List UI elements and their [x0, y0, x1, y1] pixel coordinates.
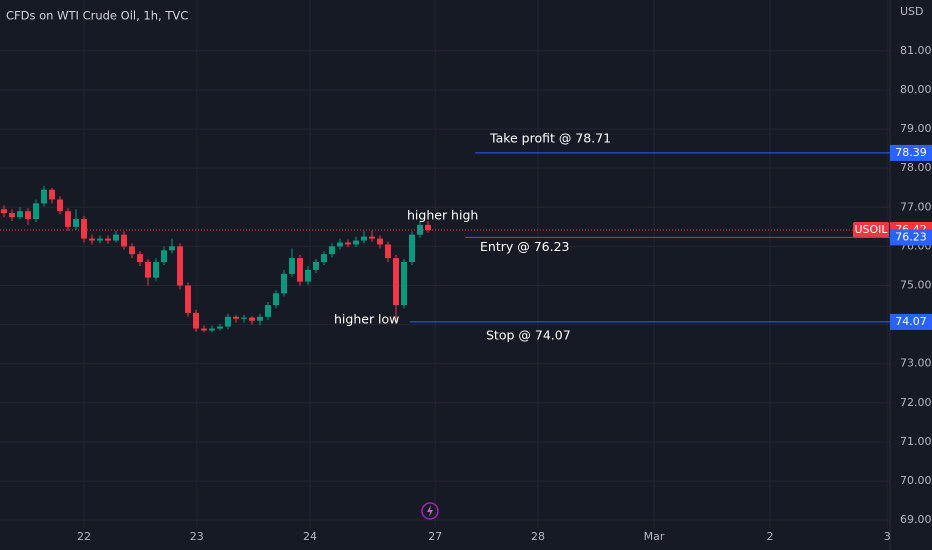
price-tag — [890, 313, 932, 330]
candle-body — [345, 242, 351, 245]
candle-body — [233, 316, 239, 319]
candle-body — [145, 262, 151, 278]
level-label: Entry @ 76.23 — [480, 239, 570, 254]
candle-body — [361, 236, 367, 241]
candle-body — [385, 244, 391, 259]
y-tick-label: 81.00 — [900, 44, 932, 57]
events-icon[interactable] — [421, 502, 439, 520]
y-tick-label: 75.00 — [900, 279, 932, 292]
candle-body — [25, 211, 31, 220]
candle-body — [249, 317, 255, 321]
candle-body — [9, 213, 15, 218]
x-tick-label: 23 — [190, 530, 204, 543]
candle-body — [241, 317, 247, 319]
candle-body — [49, 189, 55, 200]
candle-body — [193, 312, 199, 329]
candle-body — [121, 234, 127, 247]
candle-body — [377, 238, 383, 245]
currency-label: USD — [900, 5, 924, 18]
level-price-label: 76.23 — [895, 230, 927, 243]
y-tick-label: 77.00 — [900, 200, 932, 213]
chart-title: CFDs on WTI Crude Oil, 1h, TVC — [6, 9, 188, 23]
price-tag — [890, 229, 932, 246]
candle-body — [353, 240, 359, 245]
candle-body — [289, 258, 295, 274]
candle-body — [57, 199, 63, 212]
candle-body — [185, 285, 191, 313]
y-tick-label: 80.00 — [900, 83, 932, 96]
y-tick-label: 73.00 — [900, 357, 932, 370]
candle-body — [225, 316, 231, 327]
candle-body — [169, 246, 175, 251]
events-bolt[interactable] — [427, 505, 433, 517]
candle-body — [305, 269, 311, 282]
x-tick-label: 27 — [428, 530, 442, 543]
x-tick-label: 22 — [77, 530, 91, 543]
y-tick-label: 70.00 — [900, 474, 932, 487]
candle-body — [89, 238, 95, 241]
candle-body — [81, 219, 87, 239]
price-tag — [890, 144, 932, 161]
candle-body — [401, 262, 407, 306]
candle-body — [329, 246, 335, 255]
level-price-label: 78.39 — [895, 146, 927, 159]
y-tick-label: 72.00 — [900, 396, 932, 409]
candle-body — [257, 316, 263, 321]
candle-body — [369, 236, 375, 239]
x-tick-label: 24 — [303, 530, 317, 543]
candle-body — [113, 234, 119, 241]
candle-body — [153, 262, 159, 278]
level-label: Stop @ 74.07 — [486, 327, 571, 342]
candle-body — [409, 234, 415, 263]
symbol-label: USOIL — [854, 223, 888, 236]
candle-body — [73, 219, 79, 227]
candle-body — [321, 254, 327, 263]
candle-body — [273, 293, 279, 306]
candle-body — [65, 211, 71, 227]
candle-body — [177, 246, 183, 286]
y-tick-label: 69.00 — [900, 513, 932, 526]
level-price-label: 74.07 — [895, 315, 927, 328]
candle-body — [313, 262, 319, 270]
x-tick-label: 3 — [884, 530, 891, 543]
candle-body — [161, 250, 167, 263]
candle-body — [105, 238, 111, 241]
candle-body — [129, 246, 135, 255]
events-circle[interactable] — [421, 502, 439, 520]
candle-body — [393, 258, 399, 306]
candle-body — [1, 209, 7, 214]
candle-body — [209, 328, 215, 331]
candle-body — [97, 238, 103, 241]
y-tick-label: 71.00 — [900, 435, 932, 448]
candle-body — [137, 254, 143, 263]
annotation: higher low — [334, 312, 399, 327]
candle-body — [17, 211, 23, 218]
candle-body — [297, 258, 303, 282]
candle-body — [425, 224, 431, 230]
candle-body — [281, 273, 287, 294]
x-tick-label: Mar — [644, 530, 665, 543]
x-tick-label: 28 — [531, 530, 545, 543]
x-tick-label: 2 — [767, 530, 774, 543]
y-tick-label: 79.00 — [900, 122, 932, 135]
candle-body — [265, 305, 271, 317]
candle-body — [217, 326, 223, 329]
candle-body — [201, 328, 207, 331]
candle-body — [33, 203, 39, 220]
annotation: higher high — [407, 208, 478, 223]
candle-body — [41, 189, 47, 204]
candle-body — [337, 242, 343, 247]
level-label: Take profit @ 78.71 — [489, 130, 611, 145]
y-tick-label: 78.00 — [900, 161, 932, 174]
symbol-tag — [853, 221, 889, 238]
